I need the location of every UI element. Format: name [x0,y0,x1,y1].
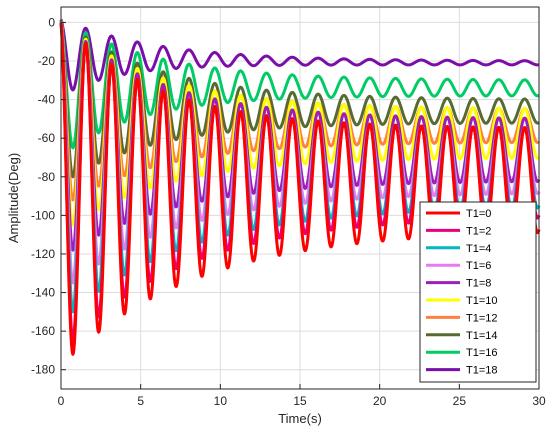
x-tick-label: 20 [373,394,387,408]
legend-label: T1=16 [466,347,498,359]
series-line [59,20,541,150]
axis-ticks: 0 5 10 15 20 25 30 0 -20 -40 -60 -80 -100 -120 -140 -16… [31,15,546,408]
x-tick-label: 15 [293,394,307,408]
y-tick-label: -180 [31,363,55,377]
x-tick-label: 10 [214,394,228,408]
y-tick-label: -60 [38,131,56,145]
x-tick-label: 5 [137,394,144,408]
legend: T1=0 T1=2 T1=4 T1=6 T1=8 T1=10 T1=12 T1=14 T1=16… [419,201,537,383]
x-tick-label: 0 [58,394,65,408]
legend-label: T1=14 [466,330,498,342]
x-axis-label: Time(s) [278,411,322,426]
legend-label: T1=18 [466,365,498,377]
x-tick-label: 25 [453,394,467,408]
legend-label: T1=8 [466,278,491,290]
y-tick-label: -20 [38,54,56,68]
y-tick-label: -160 [31,324,55,338]
legend-label: T1=6 [466,260,491,272]
legend-label: T1=10 [466,295,498,307]
y-tick-label: -100 [31,208,55,222]
y-tick-label: -40 [38,93,56,107]
y-tick-label: -120 [31,247,55,261]
y-tick-label: 0 [48,15,55,29]
legend-label: T1=4 [466,243,491,255]
series-line [59,18,541,92]
x-tick-label: 30 [532,394,546,408]
y-tick-label: -140 [31,286,55,300]
y-tick-label: -80 [38,170,56,184]
legend-label: T1=2 [466,225,491,237]
legend-label: T1=12 [466,312,498,324]
y-axis-label: Amplitude(Deg) [6,153,21,243]
legend-label: T1=0 [466,208,491,220]
